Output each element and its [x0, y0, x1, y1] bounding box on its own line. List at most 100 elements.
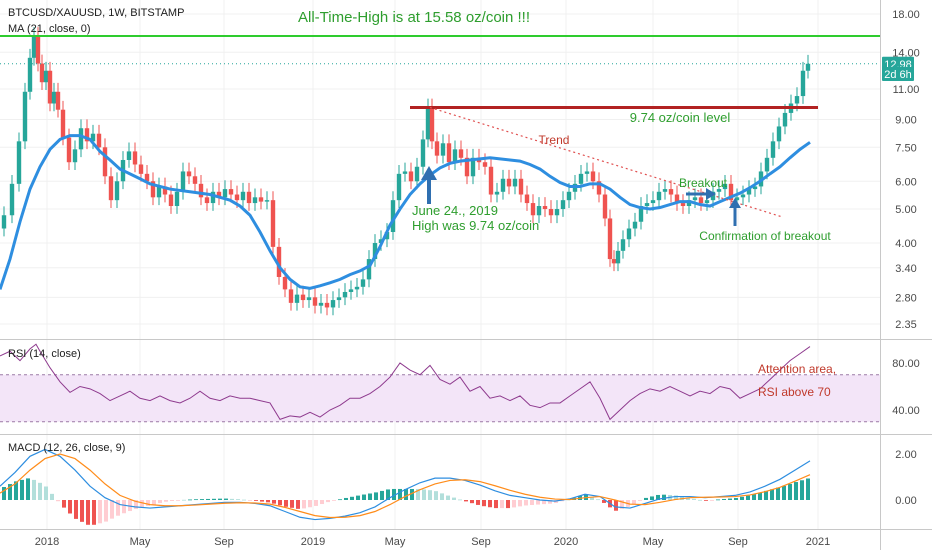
candle-body: [47, 70, 53, 104]
candle-body: [1, 215, 7, 229]
candle-body: [192, 176, 198, 184]
candle-body: [96, 133, 102, 148]
macd-histogram-bar: [692, 498, 696, 500]
candle-body: [354, 286, 360, 290]
macd-histogram-bar: [128, 500, 132, 512]
candle-body: [39, 63, 45, 83]
candle-body: [615, 250, 621, 264]
arrow-up-icon: [421, 166, 437, 204]
june-annotation-line1: June 24., 2019: [412, 203, 498, 218]
candle-body: [246, 191, 252, 204]
macd-histogram-bar: [752, 494, 756, 500]
macd-histogram-bar: [698, 499, 702, 501]
candle-body: [108, 176, 114, 201]
candle-body: [84, 128, 90, 142]
candle-body: [174, 191, 180, 207]
time-tick-label: Sep: [471, 536, 491, 548]
candle-body: [607, 218, 613, 260]
macd-histogram-bar: [134, 500, 138, 509]
macd-histogram-bar: [638, 500, 642, 501]
macd-histogram-bar: [146, 500, 150, 507]
candle-body: [132, 151, 138, 165]
candle-body: [542, 206, 548, 210]
candle-body: [372, 243, 378, 260]
candle-body: [680, 203, 686, 207]
macd-histogram-bar: [674, 495, 678, 500]
candle-body: [90, 133, 96, 142]
macd-histogram-bar: [8, 484, 12, 500]
macd-histogram-bar: [278, 500, 282, 506]
macd-histogram-bar: [386, 489, 390, 500]
time-tick-label: May: [385, 536, 406, 548]
macd-histogram-bar: [236, 499, 240, 500]
macd-histogram-bar: [764, 490, 768, 500]
macd-histogram-bar: [392, 488, 396, 500]
macd-histogram-bar: [104, 500, 108, 522]
arrow-right-icon: [686, 188, 716, 200]
macd-histogram-bar: [74, 500, 78, 519]
candle-body: [650, 200, 656, 204]
rsi-axis: 40.00 80.00: [892, 358, 920, 417]
macd-histogram-bar: [56, 500, 60, 502]
macd-histogram-bar: [740, 496, 744, 500]
candle-body: [138, 164, 144, 174]
candle-body: [805, 63, 811, 71]
candle-body: [716, 189, 722, 192]
macd-histogram-bar: [506, 500, 510, 509]
candle-body: [55, 91, 61, 110]
macd-histogram-bar: [494, 500, 498, 509]
trend-annotation: Trend: [539, 133, 570, 147]
price-tick-label: 11.00: [893, 84, 920, 96]
rsi-band: [0, 374, 880, 422]
candle-body: [536, 206, 542, 216]
candle-body: [644, 203, 650, 207]
macd-histogram-bar: [788, 483, 792, 500]
macd-histogram-bar: [602, 500, 606, 503]
macd-histogram-bar: [770, 489, 774, 500]
candle-body: [35, 35, 41, 64]
macd-histogram-bar: [722, 498, 726, 500]
price-tick-label: 2.80: [895, 292, 916, 304]
macd-histogram-bar: [650, 496, 654, 500]
macd-histogram-bar: [542, 500, 546, 505]
macd-histogram-bar: [194, 499, 198, 501]
candle-body: [66, 137, 72, 163]
candle-body: [150, 181, 156, 198]
candle-body: [740, 194, 746, 198]
macd-histogram-bar: [260, 500, 264, 502]
price-tick-label: 9.00: [895, 115, 916, 127]
macd-histogram-bar: [746, 495, 750, 500]
candle-body: [458, 149, 464, 158]
candle-body: [494, 191, 500, 195]
macd-legend: MACD (12, 26, close, 9): [8, 442, 125, 454]
rsi-line: [0, 343, 811, 421]
candle-body: [452, 149, 458, 163]
macd-histogram-bar: [188, 499, 192, 501]
candle-body: [240, 191, 246, 201]
macd-histogram-bar: [464, 500, 468, 502]
candle-body: [43, 70, 49, 83]
macd-histogram-bar: [716, 499, 720, 501]
candle-body: [566, 191, 572, 201]
candle-body: [366, 259, 372, 280]
price-axis[interactable]: 2.35 2.80 3.40 4.00 5.00 6.00 7.50 9.00 11.00 14.…: [892, 9, 920, 331]
arrow-up-small-icon: [729, 198, 741, 226]
candle-body: [264, 200, 270, 202]
chart-background: [0, 0, 880, 530]
candle-body: [144, 173, 150, 182]
time-axis[interactable]: 2018 May Sep 2019 May Sep 2020 May Sep 2021: [35, 536, 830, 548]
candle-body: [336, 297, 342, 301]
candle-body: [446, 143, 452, 163]
macd-histogram-bar: [356, 495, 360, 500]
candle-body: [668, 189, 674, 195]
candle-body: [425, 107, 431, 140]
candle-body: [330, 300, 336, 308]
macd-tick-label: 2.00: [895, 449, 916, 461]
macd-histogram-bar: [182, 499, 186, 501]
macd-histogram-bar: [452, 497, 456, 500]
candle-body: [342, 291, 348, 298]
candle-body: [282, 276, 288, 290]
macd-histogram-bar: [776, 487, 780, 500]
candle-body: [548, 209, 554, 216]
